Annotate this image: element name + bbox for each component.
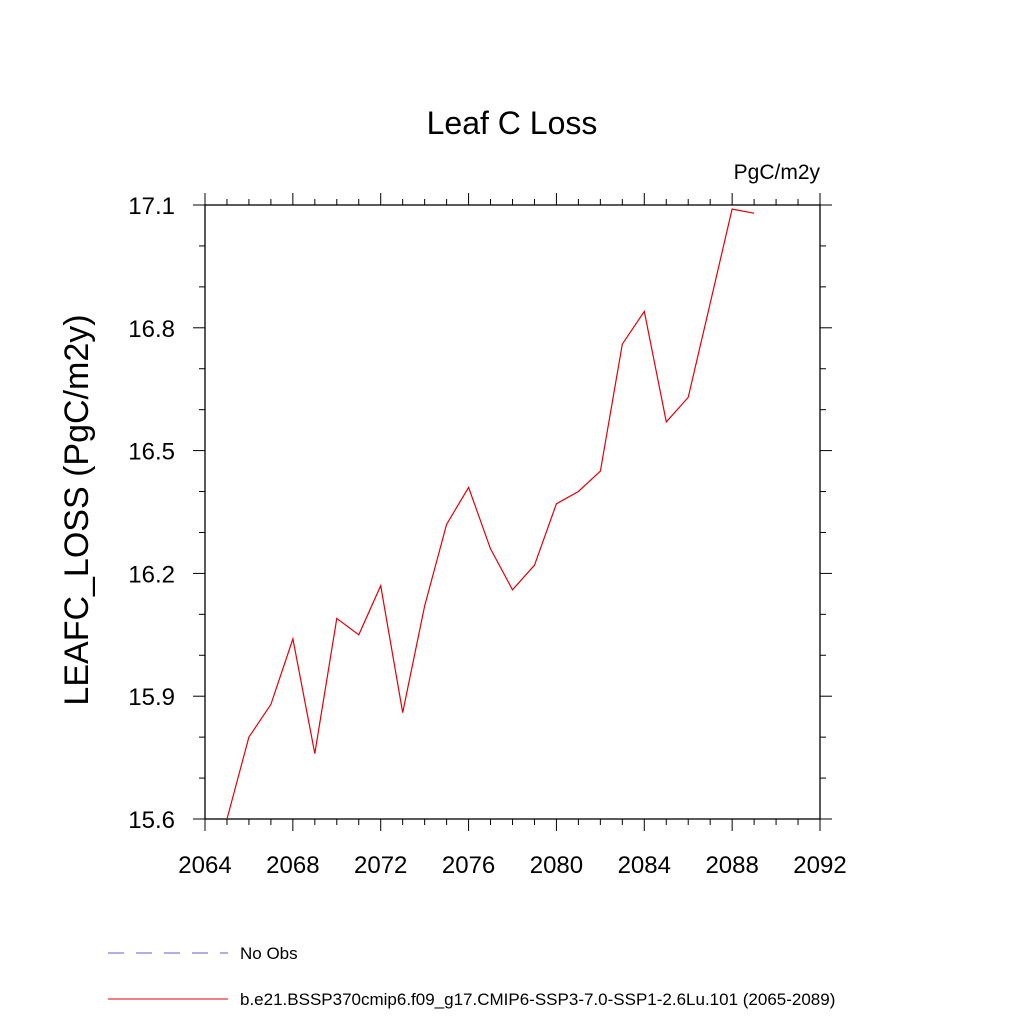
y-axis-title: LEAFC_LOSS (PgC/m2y) (58, 314, 96, 705)
plot-frame (204, 204, 821, 820)
y-tick-label: 17.1 (128, 193, 175, 220)
x-tick-label: 2076 (442, 852, 495, 879)
y-tick-label: 15.9 (128, 684, 175, 711)
chart-title: Leaf C Loss (427, 105, 598, 141)
axes: 2064 2068 2072 2076 2080 2084 2088 2092 15.6 15.9… (128, 193, 847, 879)
y-tick-label: 16.5 (128, 439, 175, 466)
series-line (226, 208, 755, 820)
series-layer (226, 208, 755, 820)
y-tick-label: 16.8 (128, 316, 175, 343)
y-tick-label: 16.2 (128, 561, 175, 588)
units-label: PgC/m2y (734, 161, 821, 184)
x-tick-label: 2084 (618, 852, 671, 879)
y-tick-label: 15.6 (128, 807, 175, 834)
x-tick-label: 2064 (178, 852, 231, 879)
x-tick-label: 2092 (793, 852, 846, 879)
legend: No Obs b.e21.BSSP370cmip6.f09_g17.CMIP6-S… (108, 944, 835, 1009)
x-tick-label: 2068 (266, 852, 319, 879)
x-tick-label: 2080 (530, 852, 583, 879)
legend-label: No Obs (240, 944, 298, 963)
x-tick-label: 2072 (354, 852, 407, 879)
x-tick-label: 2088 (705, 852, 758, 879)
legend-label: b.e21.BSSP370cmip6.f09_g17.CMIP6-SSP3-7.… (240, 990, 835, 1009)
